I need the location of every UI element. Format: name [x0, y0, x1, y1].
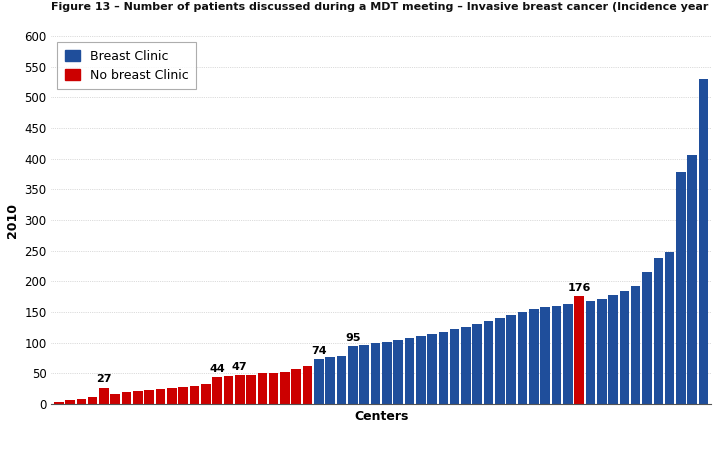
- Bar: [144, 390, 154, 404]
- Bar: [676, 172, 686, 404]
- Bar: [280, 372, 290, 404]
- Bar: [518, 312, 527, 404]
- Text: 44: 44: [209, 364, 225, 374]
- Bar: [688, 155, 697, 404]
- Bar: [552, 306, 561, 404]
- Text: 74: 74: [311, 346, 327, 356]
- Bar: [439, 332, 448, 404]
- Text: Figure 13 – Number of patients discussed during a MDT meeting – Invasive breast : Figure 13 – Number of patients discussed…: [51, 2, 708, 12]
- Bar: [507, 315, 516, 404]
- Bar: [643, 272, 652, 404]
- Bar: [76, 399, 86, 404]
- Text: 176: 176: [568, 283, 591, 293]
- Bar: [325, 357, 335, 404]
- Text: 27: 27: [97, 374, 112, 384]
- Bar: [133, 391, 143, 404]
- Bar: [382, 342, 391, 404]
- Bar: [574, 296, 584, 404]
- Bar: [359, 344, 369, 404]
- Bar: [303, 366, 312, 404]
- Bar: [54, 402, 64, 404]
- Bar: [473, 324, 482, 404]
- Bar: [156, 389, 166, 404]
- Bar: [212, 377, 222, 404]
- Bar: [179, 387, 188, 404]
- Bar: [540, 307, 550, 404]
- Bar: [665, 252, 674, 404]
- Bar: [269, 373, 279, 404]
- Bar: [246, 374, 256, 404]
- Bar: [484, 321, 494, 404]
- Bar: [122, 392, 131, 404]
- Bar: [201, 384, 211, 404]
- Bar: [608, 295, 618, 404]
- Bar: [563, 304, 573, 404]
- Bar: [189, 386, 200, 404]
- Bar: [348, 346, 358, 404]
- Text: 95: 95: [345, 333, 361, 343]
- Bar: [404, 338, 415, 404]
- Bar: [371, 343, 380, 404]
- Bar: [88, 397, 97, 404]
- Bar: [653, 258, 663, 404]
- Y-axis label: 2010: 2010: [6, 202, 19, 238]
- Bar: [110, 394, 120, 404]
- Bar: [416, 336, 425, 404]
- Bar: [314, 359, 324, 404]
- Bar: [450, 329, 460, 404]
- Bar: [698, 79, 709, 404]
- Bar: [65, 400, 75, 404]
- Bar: [337, 356, 346, 404]
- Bar: [427, 334, 437, 404]
- Bar: [292, 369, 301, 404]
- Bar: [258, 374, 267, 404]
- Bar: [235, 375, 245, 404]
- Bar: [99, 387, 109, 404]
- Bar: [619, 291, 629, 404]
- Bar: [167, 388, 176, 404]
- Bar: [495, 318, 505, 404]
- Bar: [631, 286, 640, 404]
- Bar: [586, 301, 595, 404]
- Legend: Breast Clinic, No breast Clinic: Breast Clinic, No breast Clinic: [57, 42, 196, 89]
- Bar: [393, 340, 403, 404]
- X-axis label: Centers: Centers: [354, 409, 408, 423]
- Text: 47: 47: [232, 362, 248, 372]
- Bar: [597, 299, 606, 404]
- Bar: [224, 376, 233, 404]
- Bar: [461, 327, 470, 404]
- Bar: [529, 309, 539, 404]
